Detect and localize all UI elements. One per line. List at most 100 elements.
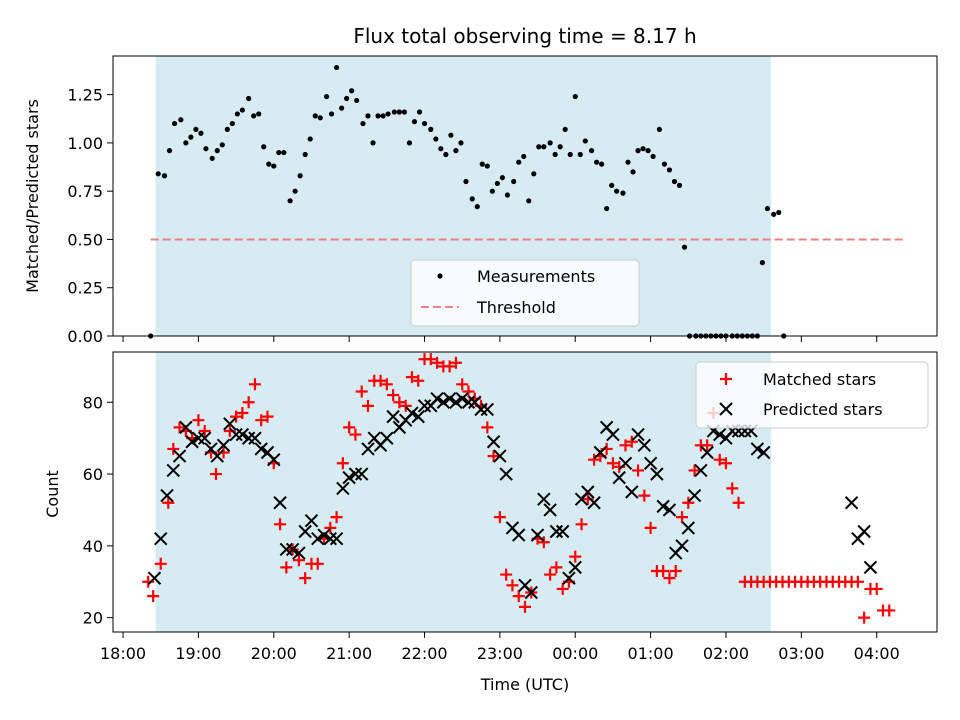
measurement-point <box>443 151 449 158</box>
predicted-star-point <box>197 431 212 445</box>
top-y-ticks: 0.00 0.25 0.50 0.75 1.00 1.25 <box>67 86 113 346</box>
measurement-point <box>557 144 563 150</box>
predicted-star-point <box>549 524 564 539</box>
measurement-point <box>234 111 240 117</box>
matched-star-point <box>443 360 456 373</box>
measurement-point <box>229 120 235 127</box>
measurement-point <box>433 136 439 142</box>
predicted-star-point <box>844 496 859 510</box>
measurement-point <box>604 205 610 212</box>
measurement-point <box>635 148 641 154</box>
measurement-point <box>171 120 178 127</box>
predicted-star-point <box>317 528 331 542</box>
measurement-point <box>572 93 578 100</box>
measurement-point <box>771 211 777 217</box>
predicted-star-point <box>555 524 570 539</box>
measurement-point <box>203 146 209 152</box>
top-legend-box <box>410 259 640 327</box>
matched-star-point <box>556 582 569 595</box>
measurement-point <box>323 93 330 100</box>
predicted-star-point <box>179 420 193 435</box>
xtick-label: 18:00 <box>100 644 146 663</box>
measurement-point <box>380 113 386 119</box>
matched-star-point <box>274 518 287 531</box>
measurement-point <box>183 140 189 146</box>
measurement-point <box>516 159 522 165</box>
matched-star-point <box>412 374 425 387</box>
measurement-point <box>193 126 199 132</box>
predicted-star-point <box>537 492 551 506</box>
predicted-star-point <box>235 427 250 442</box>
matched-star-point <box>387 389 400 402</box>
matched-star-point <box>537 536 550 549</box>
matched-star-point <box>142 575 155 588</box>
measurement-point <box>552 151 558 158</box>
measurement-point <box>421 120 428 127</box>
legend-measurements-marker <box>437 273 443 279</box>
measurement-point <box>261 144 267 150</box>
predicted-star-point <box>618 456 633 470</box>
matched-star-point <box>336 457 349 470</box>
predicted-star-point <box>562 571 576 585</box>
predicted-star-point <box>285 542 300 557</box>
predicted-star-point <box>342 470 356 485</box>
matched-star-point <box>519 600 531 613</box>
measurement-point <box>453 148 459 154</box>
measurement-point <box>214 148 220 154</box>
predicted-star-point <box>662 503 677 517</box>
xtick-label: 22:00 <box>401 644 447 663</box>
matched-star-point <box>405 371 418 384</box>
matched-star-point <box>682 496 695 509</box>
measurement-point <box>287 198 293 204</box>
measurement-point <box>188 134 194 140</box>
matched-star-point <box>380 378 393 391</box>
measurement-point <box>676 182 683 188</box>
measurement-point <box>266 161 272 167</box>
bottom-shaded-span <box>155 352 772 632</box>
predicted-star-point <box>147 571 162 585</box>
top-x-ticks <box>122 336 878 342</box>
measurement-point <box>593 159 600 165</box>
measurement-point <box>333 64 340 71</box>
measurement-point <box>494 180 500 187</box>
measurement-point <box>416 109 423 115</box>
matched-star-point <box>424 353 437 366</box>
matched-star-point <box>487 450 500 463</box>
matched-star-point <box>851 575 864 588</box>
matched-star-point <box>575 518 588 531</box>
top-axes-frame <box>112 55 938 337</box>
measurement-point <box>620 190 626 196</box>
measurement-point <box>219 142 225 148</box>
measurement-point <box>479 161 485 167</box>
matched-star-point <box>701 439 714 452</box>
measurement-point <box>614 188 620 194</box>
xtick-label: 04:00 <box>854 644 900 663</box>
predicted-star-point <box>329 531 344 546</box>
predicted-star-point <box>568 560 582 575</box>
predicted-star-point <box>643 456 658 470</box>
measurement-point <box>484 163 490 169</box>
measurement-point <box>251 113 257 119</box>
matched-star-point <box>330 511 343 524</box>
measurement-point <box>354 97 360 104</box>
matched-star-point <box>858 611 871 624</box>
matched-star-point <box>632 464 645 477</box>
legend-predicted-marker <box>719 402 733 416</box>
bottom-legend: Matched stars Predicted stars <box>695 361 929 429</box>
matched-star-point <box>343 421 356 434</box>
matched-star-point <box>638 489 651 502</box>
measurement-point <box>365 113 371 119</box>
predicted-star-point <box>348 467 363 481</box>
matched-stars-points <box>142 353 896 624</box>
matched-star-point <box>550 561 563 574</box>
legend-matched-marker <box>720 373 732 385</box>
measurement-point <box>650 153 656 160</box>
top-ytick-label: 0.50 <box>67 230 103 249</box>
matched-star-point <box>732 496 745 509</box>
predicted-star-point <box>248 431 262 445</box>
matched-star-point <box>481 421 494 434</box>
measurement-point <box>764 205 771 212</box>
matched-star-point <box>644 521 657 534</box>
measurement-point <box>511 178 517 185</box>
matched-star-point <box>230 410 243 423</box>
